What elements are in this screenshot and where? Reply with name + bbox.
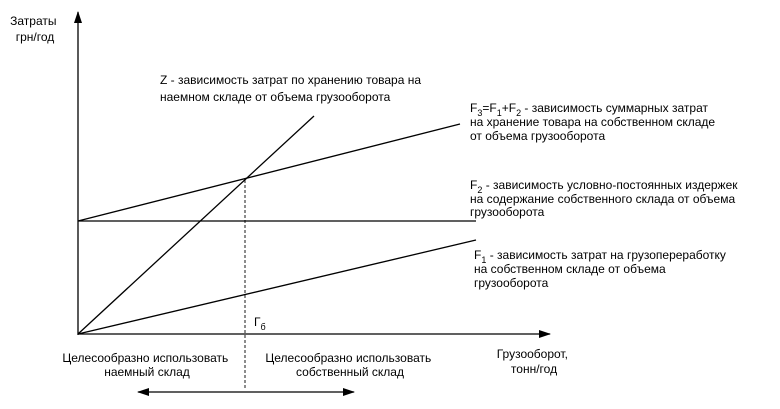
- f3-line-label: F3=F1+F2 - зависимость суммарных затрат …: [470, 101, 718, 143]
- region-right-label: Целесообразно использовать собственный с…: [265, 351, 434, 379]
- region-left-label: Целесообразно использовать наемный склад: [62, 351, 231, 379]
- z-line: [77, 115, 315, 335]
- f2-line-label: F2 - зависимость условно-постоянных изде…: [470, 178, 741, 219]
- f1-line-label: F1 - зависимость затрат на грузоперерабо…: [474, 248, 729, 290]
- x-axis-label: Грузооборот, тонн/год: [497, 347, 572, 376]
- f1-line: [77, 239, 477, 335]
- z-line-label: Z - зависимость затрат по хранению товар…: [160, 73, 424, 104]
- f3-line: [77, 123, 461, 222]
- breakeven-label: Гб: [254, 315, 266, 332]
- y-axis-label: Затраты грн/год: [10, 14, 60, 44]
